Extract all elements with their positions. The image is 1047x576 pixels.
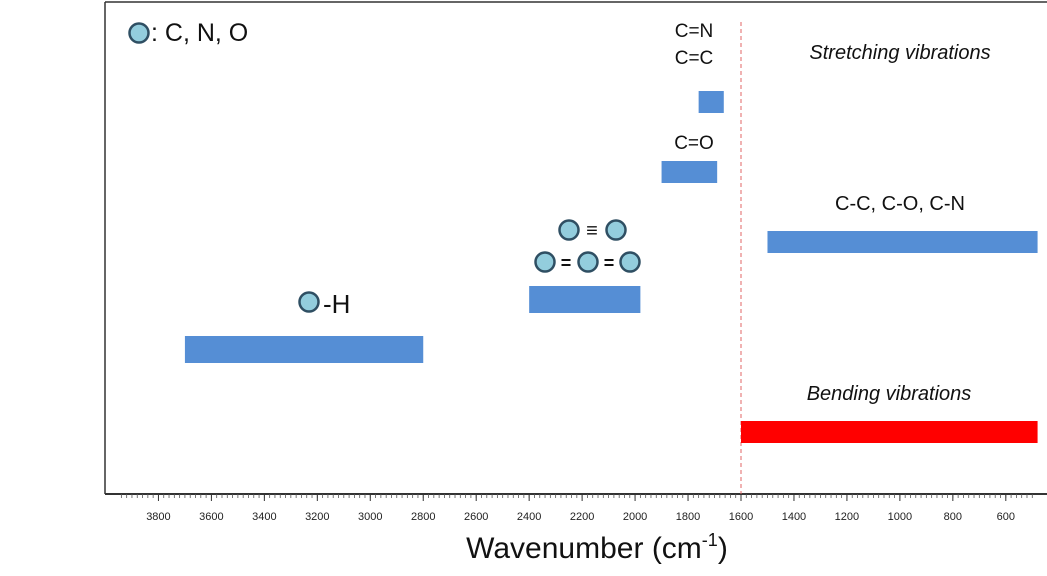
x-axis-tick-label: 800 — [944, 511, 962, 523]
x-axis-tick-label: 2000 — [623, 511, 647, 523]
bending-vibrations-label: Bending vibrations — [807, 383, 972, 405]
x-axis-tick-label: 3000 — [358, 511, 382, 523]
x-axis-tick-label: 600 — [997, 511, 1015, 523]
triple-cumulated-label: ≡ = = — [534, 219, 641, 273]
bar-bending — [741, 421, 1038, 443]
x-axis-tick-label: 1000 — [888, 511, 912, 523]
bar-c-o-double — [661, 161, 718, 183]
atom-circle-icon — [128, 22, 150, 44]
c-n-double-label: C=N — [675, 21, 714, 42]
double-bond-symbol: = — [561, 253, 572, 273]
x-axis-tick-label: 3800 — [146, 511, 170, 523]
stretching-vibrations-label: Stretching vibrations — [809, 42, 990, 64]
single-bonds-label: C-C, C-O, C-N — [835, 193, 965, 215]
x-axis-tick-label: 1400 — [782, 511, 806, 523]
atom-circle-icon — [298, 291, 320, 313]
c-c-double-label: C=C — [675, 48, 714, 69]
atom-circle-icon — [558, 219, 580, 241]
x-h-label-text: -H — [323, 289, 350, 319]
x-axis-major-ticks — [157, 494, 1007, 501]
bar-single-bonds — [767, 231, 1038, 253]
x-axis-tick-label: 3200 — [305, 511, 329, 523]
x-axis-tick-labels: 3800 3600 3400 3200 3000 2800 2600 2400 2200 2000… — [146, 511, 1015, 523]
atom-circle-icon — [605, 219, 627, 241]
x-axis-tick-label: 3400 — [252, 511, 276, 523]
triple-bond-symbol: ≡ — [586, 220, 598, 242]
bar-x-h — [184, 336, 424, 363]
legend-text: : C, N, O — [151, 19, 248, 47]
x-axis-tick-label: 1800 — [676, 511, 700, 523]
atom-circle-icon — [534, 251, 556, 273]
double-bond-symbol: = — [604, 253, 615, 273]
bar-triple-cumulated — [529, 286, 641, 313]
x-axis-tick-label: 3600 — [199, 511, 223, 523]
atom-circle-icon — [619, 251, 641, 273]
x-axis-tick-label: 1200 — [835, 511, 859, 523]
x-axis-title: Wavenumber (cm-1) — [466, 530, 728, 565]
x-axis-tick-label: 2800 — [411, 511, 435, 523]
x-h-label: -H — [298, 289, 350, 319]
c-o-double-label: C=O — [674, 133, 714, 154]
x-axis-tick-label: 2400 — [517, 511, 541, 523]
atom-circle-icon — [577, 251, 599, 273]
x-axis-tick-label: 2600 — [464, 511, 488, 523]
x-axis-tick-label: 2200 — [570, 511, 594, 523]
x-axis-tick-label: 1600 — [729, 511, 753, 523]
legend: : C, N, O — [128, 19, 248, 47]
bar-c-n-c-c-double — [698, 91, 724, 113]
